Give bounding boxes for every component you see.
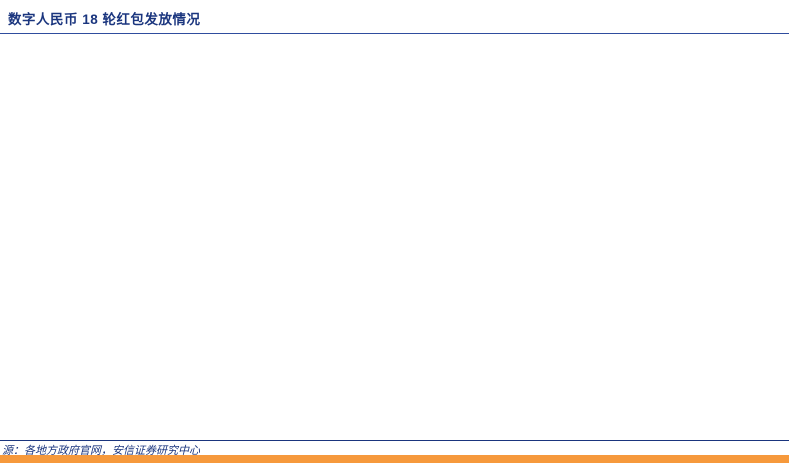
figure-title: 数字人民币 18 轮红包发放情况 — [8, 12, 201, 27]
title-divider — [0, 33, 789, 34]
footer-divider — [0, 440, 789, 441]
source-note: 源：各地方政府官网，安信证券研究中心 — [2, 445, 200, 457]
bubble-chart — [0, 34, 789, 438]
bottom-accent-bar — [0, 455, 789, 463]
